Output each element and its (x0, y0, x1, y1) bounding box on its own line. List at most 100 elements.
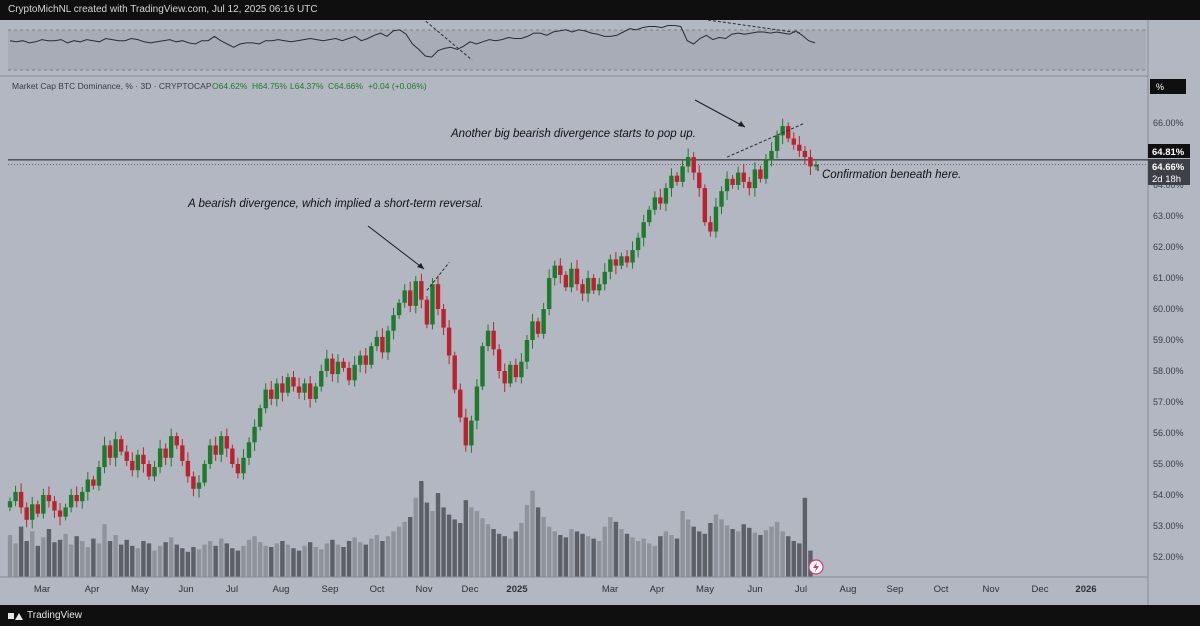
candle-body (624, 256, 630, 263)
price-tag-line (1148, 144, 1190, 158)
candle-body (491, 330, 496, 350)
price-tick-label: 58.00% (1153, 366, 1184, 376)
ohlc-change: +0.04 (+0.06%) (368, 81, 427, 91)
time-tick-label: Jun (178, 584, 193, 595)
time-ticks: Mar Apr May Jun Jul Aug Sep Oct Nov Dec 2025 Mar Apr… (34, 584, 1097, 595)
candle-body (635, 237, 641, 251)
candle-body (524, 340, 530, 362)
volume-bar (663, 531, 669, 577)
volume-bar (146, 543, 152, 577)
volume-bar (413, 497, 418, 577)
footer-bar: TradingView (0, 605, 1200, 626)
author-header: CryptoMichNL created with TradingView.co… (0, 0, 1200, 20)
candle-body (146, 464, 152, 477)
candle-body (519, 361, 524, 378)
candle-body (174, 436, 179, 446)
volume-bar (708, 523, 713, 577)
chart-area[interactable]: 80.0040.00 Market Cap BTC Dominance, % ·… (0, 17, 1200, 605)
volume-bar (169, 537, 174, 577)
candle-body (357, 355, 363, 365)
oscillator-divergence-2 (707, 19, 801, 34)
candle-body (508, 364, 513, 384)
volume-bar (191, 547, 196, 577)
replay-icon[interactable] (808, 559, 824, 575)
volume-bar (741, 524, 746, 577)
candle-body (307, 383, 313, 399)
candle-body (713, 206, 719, 232)
volume-bar (68, 544, 74, 577)
volume-bar (57, 539, 63, 577)
candles (7, 118, 819, 529)
price-tag-line-text: 64.81% (1152, 147, 1185, 158)
candle-body (102, 445, 107, 468)
volume-bar (291, 548, 296, 577)
candle-body (780, 126, 785, 136)
candle-body (63, 507, 68, 517)
volume-bar (541, 517, 546, 577)
volume-bar (802, 497, 808, 577)
volume-bar (491, 529, 496, 577)
volume-bar (185, 551, 191, 577)
volume-bar (502, 536, 507, 577)
candle-body (658, 197, 663, 204)
candle-body (18, 491, 24, 508)
candle-body (424, 299, 430, 325)
tradingview-logo[interactable]: TradingView (8, 605, 82, 626)
volume-bar (157, 545, 163, 577)
volume-bar (102, 524, 107, 577)
candle-body (452, 355, 457, 390)
price-axis[interactable] (1148, 20, 1200, 605)
candle-body (408, 290, 413, 306)
candle-body (230, 448, 235, 464)
volume-bar (602, 526, 607, 577)
volume-bar (74, 536, 79, 577)
candle-body (541, 309, 546, 334)
candle-body (13, 491, 18, 502)
volume-bar (118, 544, 124, 577)
candle-body (157, 448, 163, 468)
volume-bar (96, 543, 102, 577)
volume-bar (552, 531, 557, 577)
candle-body (285, 377, 291, 393)
candle-body (797, 144, 802, 151)
time-tick-label: Oct (934, 584, 949, 595)
candle-body (613, 259, 619, 266)
volume-bar (35, 545, 40, 577)
candle-body (569, 268, 574, 288)
volume-bars (7, 481, 813, 577)
volume-bar (463, 500, 469, 577)
time-tick-label: Aug (840, 584, 857, 595)
volume-bar (313, 547, 318, 577)
candle-body (630, 250, 635, 263)
volume-bar (124, 539, 129, 577)
candle-body (263, 389, 268, 409)
volume-bar (430, 511, 435, 577)
tradingview-brand: TradingView (27, 610, 83, 621)
annotation-2-arrow (694, 99, 746, 128)
candle-body (591, 278, 596, 291)
price-tick-label: 62.00% (1153, 242, 1184, 252)
annotations: A bearish divergence, which implied a sh… (187, 99, 961, 270)
volume-bar (235, 550, 241, 577)
symbol-name: Market Cap BTC Dominance, % · 3D · CRYPT… (12, 81, 212, 91)
volume-bar (241, 545, 246, 577)
price-divergence-line (426, 262, 450, 291)
annotation-3: Confirmation beneath here. (822, 169, 961, 181)
volume-bar (446, 514, 452, 577)
annotation-2-arrowhead (738, 121, 745, 127)
time-tick-label: Jul (226, 584, 238, 595)
volume-bar (480, 518, 485, 577)
volume-bar (63, 533, 68, 577)
price-tick-label: 54.00% (1153, 490, 1184, 500)
time-tick-label: Sep (887, 584, 904, 595)
volume-bar (691, 526, 696, 577)
chart-svg[interactable]: 80.0040.00 Market Cap BTC Dominance, % ·… (0, 17, 1200, 605)
volume-bar (91, 538, 96, 577)
volume-bar (563, 537, 569, 577)
scale-button[interactable] (1150, 79, 1186, 94)
candle-body (396, 302, 402, 316)
time-tick-label: May (696, 584, 714, 595)
candle-body (274, 383, 280, 399)
time-tick-label: 2026 (1075, 584, 1096, 595)
volume-bar (230, 548, 235, 577)
